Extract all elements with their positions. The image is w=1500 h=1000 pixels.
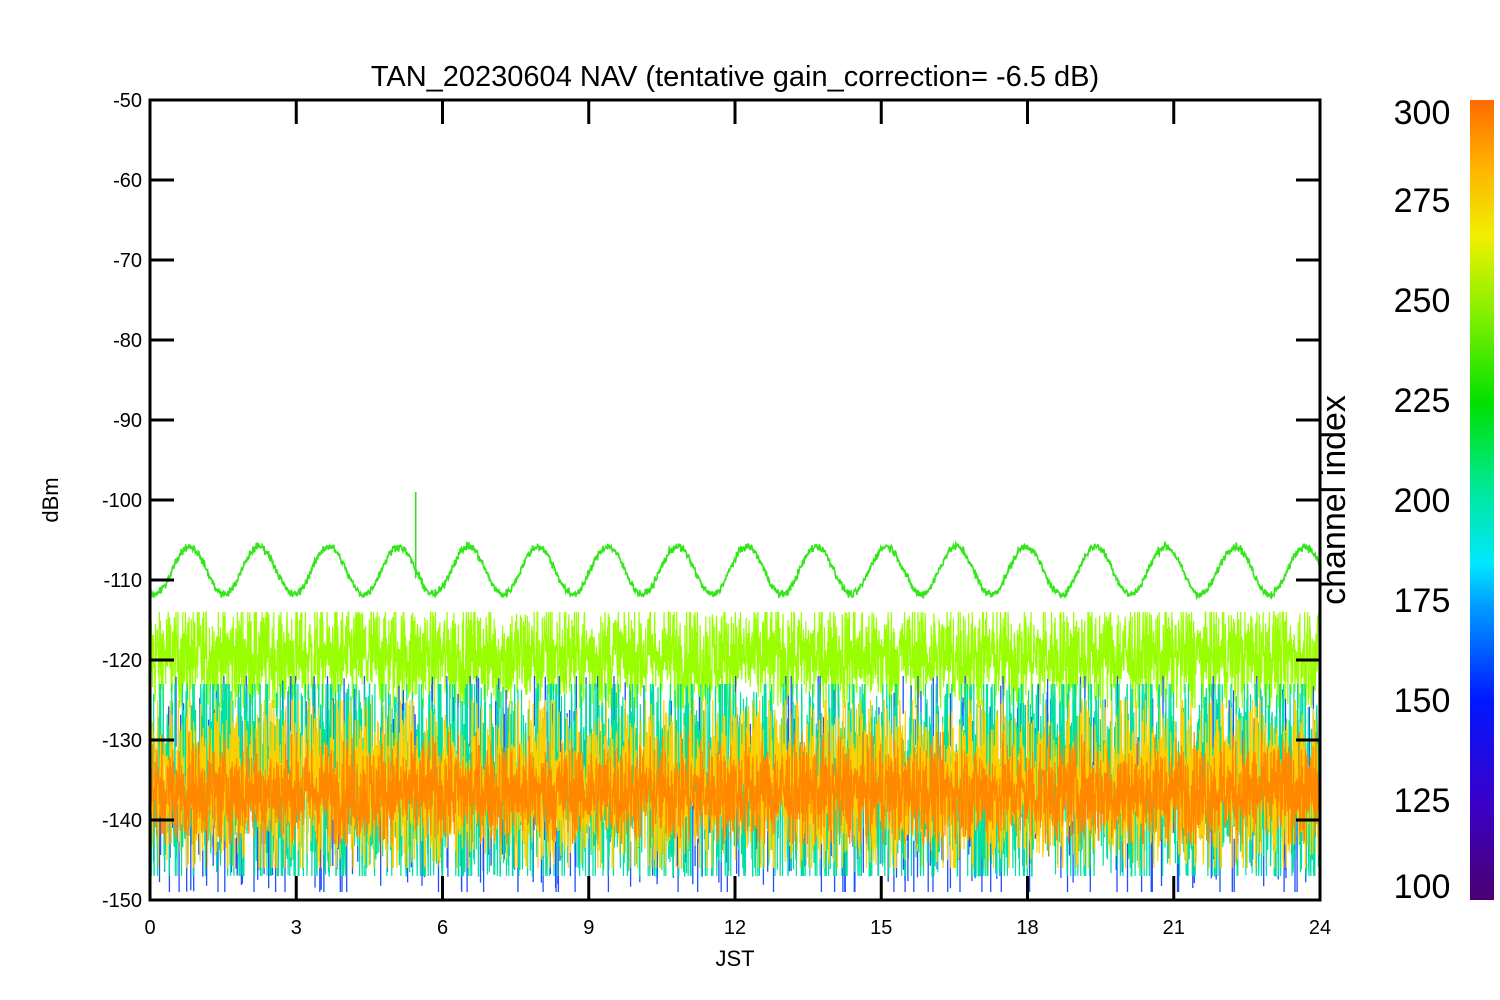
x-tick-label: 12 [724,917,746,939]
y-tick-label: -120 [102,650,142,672]
y-tick-label: -50 [113,90,142,112]
colorbar-tick-label: 225 [1394,382,1451,420]
x-axis: 0 3 6 9 12 15 18 21 24 [144,100,1331,939]
y-axis-label: dBm [38,477,63,522]
colorbar-tick-label: 250 [1394,282,1451,320]
colorbar-tick-label: 125 [1394,782,1451,820]
colorbar-label: channel index [1315,395,1353,605]
series-line-channel-255 [150,540,1320,601]
y-tick-label: -90 [113,410,142,432]
x-tick-label: 6 [437,917,448,939]
x-axis-label: JST [715,946,754,971]
y-tick-label: -70 [113,250,142,272]
series-layer [150,492,1320,892]
chart-title: TAN_20230604 NAV (tentative gain_correct… [371,61,1099,93]
x-tick-label: 0 [144,917,155,939]
colorbar-tick-label: 100 [1394,868,1451,906]
colorbar-ticks: 300 275 250 225 200 175 150 125 100 [1394,94,1451,906]
colorbar-tick-label: 300 [1394,94,1451,132]
x-tick-label: 18 [1016,917,1038,939]
colorbar-tick-label: 275 [1394,182,1451,220]
y-tick-label: -100 [102,490,142,512]
colorbar-tick-label: 175 [1394,582,1451,620]
x-tick-label: 9 [583,917,594,939]
x-tick-label: 24 [1309,917,1331,939]
colorbar [1470,100,1494,900]
colorbar-tick-label: 150 [1394,682,1451,720]
colorbar-tick-label: 200 [1394,482,1451,520]
x-tick-label: 15 [870,917,892,939]
y-tick-label: -130 [102,730,142,752]
y-tick-label: -150 [102,890,142,912]
y-tick-label: -140 [102,810,142,832]
x-tick-label: 21 [1163,917,1185,939]
y-axis: -50 -60 -70 -80 -90 -100 -110 -120 -130 -140 -150 [102,90,1320,912]
y-tick-label: -110 [103,570,142,592]
y-tick-label: -60 [113,170,142,192]
y-tick-label: -80 [113,330,142,352]
series-line-channel-290 [150,731,1320,845]
x-tick-label: 3 [291,917,302,939]
